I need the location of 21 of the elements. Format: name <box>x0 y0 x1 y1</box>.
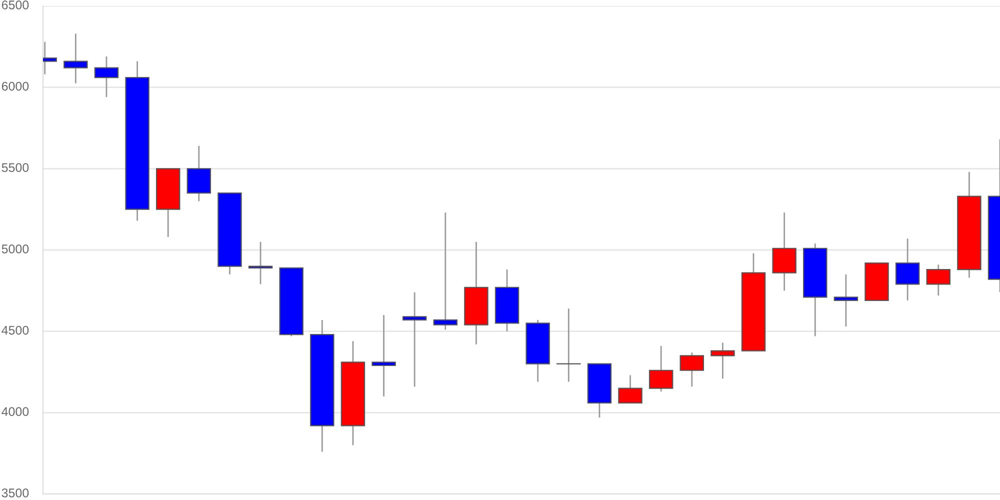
candlestick <box>648 345 674 392</box>
candlestick <box>402 292 427 388</box>
y-tick-label: 3500 <box>2 488 29 498</box>
candlestick <box>556 308 581 382</box>
y-tick-label: 5500 <box>2 163 29 172</box>
candlestick <box>895 238 920 302</box>
candlestick <box>926 264 950 296</box>
candlestick <box>834 274 858 328</box>
candlestick <box>94 56 119 98</box>
candlestick <box>710 342 735 380</box>
candlestick <box>64 32 88 84</box>
y-tick-label: 5000 <box>2 244 29 254</box>
candlestick <box>433 212 458 330</box>
y-tick-label: 4500 <box>2 326 29 335</box>
y-tick-label: 6500 <box>2 0 29 10</box>
candlestick <box>618 374 642 404</box>
y-tick-label: 6000 <box>2 82 29 91</box>
candlestick <box>680 352 704 388</box>
candlestick <box>372 314 396 398</box>
y-tick-label: 4000 <box>2 407 29 416</box>
candlestick <box>248 241 273 285</box>
